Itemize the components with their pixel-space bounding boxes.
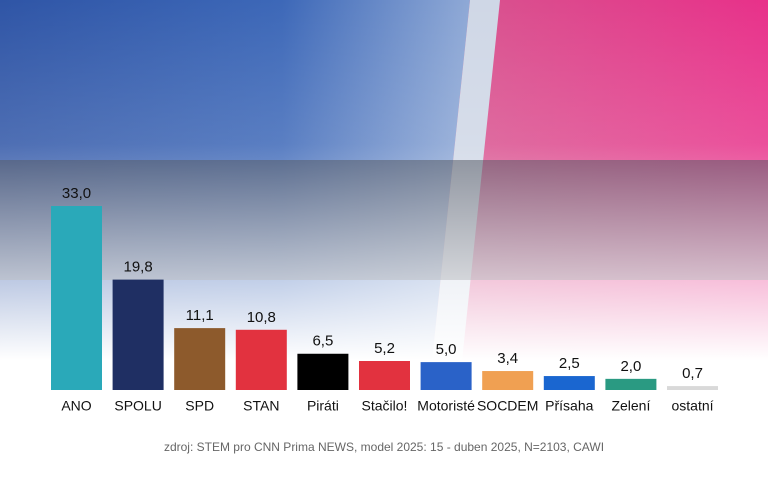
x-tick-label: SPD [185, 398, 214, 414]
bar [482, 371, 534, 390]
x-tick-label: Stačilo! [362, 398, 408, 414]
bar [174, 328, 226, 390]
value-label: 5,0 [436, 341, 457, 358]
x-tick-label: Přísaha [545, 398, 593, 414]
x-tick-label: SOCDEM [477, 398, 538, 414]
value-label: 6,5 [312, 333, 333, 350]
x-tick-label: Motoristé [417, 398, 475, 414]
x-tick-label: ostatní [671, 398, 713, 414]
bar [297, 353, 349, 390]
x-tick-label: SPOLU [114, 398, 161, 414]
value-label: 2,5 [559, 355, 580, 372]
bar [359, 361, 410, 390]
bar [667, 386, 718, 390]
plot: 33,0 ANO 19,8 SPOLU 11,1 SPD 10,8 STAN 6,5 Piráti… [51, 185, 718, 414]
bar [235, 329, 287, 390]
bar [543, 376, 595, 390]
source-note: zdroj: STEM pro CNN Prima NEWS, model 20… [164, 440, 604, 454]
value-label: 19,8 [123, 259, 152, 276]
value-label: 2,0 [620, 358, 641, 375]
value-label: 33,0 [62, 185, 91, 202]
bar [51, 206, 102, 390]
x-tick-label: STAN [243, 398, 279, 414]
value-label: 3,4 [497, 350, 518, 367]
x-tick-label: ANO [61, 398, 91, 414]
x-tick-label: Piráti [307, 398, 339, 414]
x-tick-label: Zelení [611, 398, 650, 414]
value-label: 10,8 [247, 309, 276, 326]
value-label: 5,2 [374, 340, 395, 357]
value-label: 0,7 [682, 365, 703, 382]
bar [420, 362, 472, 390]
bar [112, 279, 164, 390]
bar [605, 378, 657, 390]
value-label: 11,1 [186, 307, 214, 324]
